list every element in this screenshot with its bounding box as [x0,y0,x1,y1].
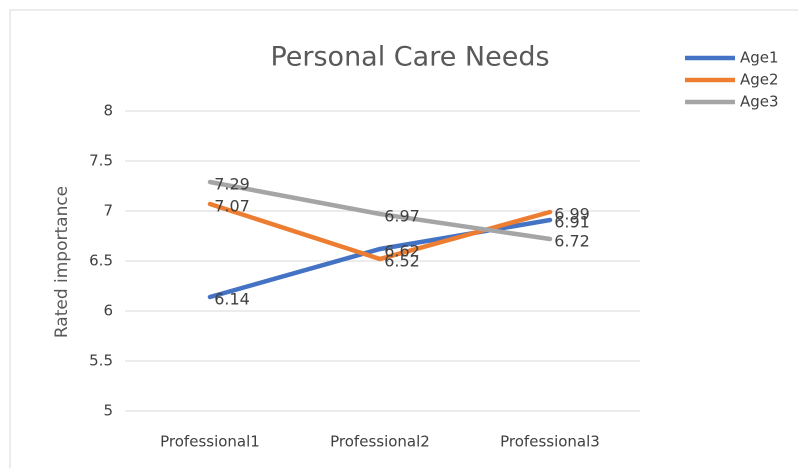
y-axis-label: Rated importance [52,186,72,338]
data-label: 6.97 [384,207,420,226]
y-tick-label: 6 [103,302,113,320]
y-tick-label: 6.5 [89,252,113,270]
y-tick-label: 5.5 [89,352,113,370]
data-label: 6.62 [384,242,420,261]
y-tick-label: 7.5 [89,152,113,170]
chart-border [9,9,798,468]
legend-label: Age3 [740,93,779,111]
y-tick-label: 5 [103,402,113,420]
data-label: 6.14 [214,290,250,309]
legend-label: Age2 [740,71,779,89]
data-label: 7.29 [214,175,250,194]
line-series [207,179,553,242]
line-series [207,201,553,262]
legend-label: Age1 [740,49,779,67]
x-tick-label: Professional3 [500,433,600,451]
y-tick-label: 8 [103,102,113,120]
y-tick-label: 7 [103,202,113,220]
data-label: 6.72 [554,232,590,251]
data-label: 6.52 [384,252,420,271]
data-label: 7.07 [214,197,250,216]
x-tick-label: Professional2 [330,433,430,451]
chart-title: Personal Care Needs [270,42,549,73]
data-label: 6.91 [554,213,590,232]
x-tick-label: Professional1 [160,433,260,451]
data-label: 6.99 [554,205,590,224]
